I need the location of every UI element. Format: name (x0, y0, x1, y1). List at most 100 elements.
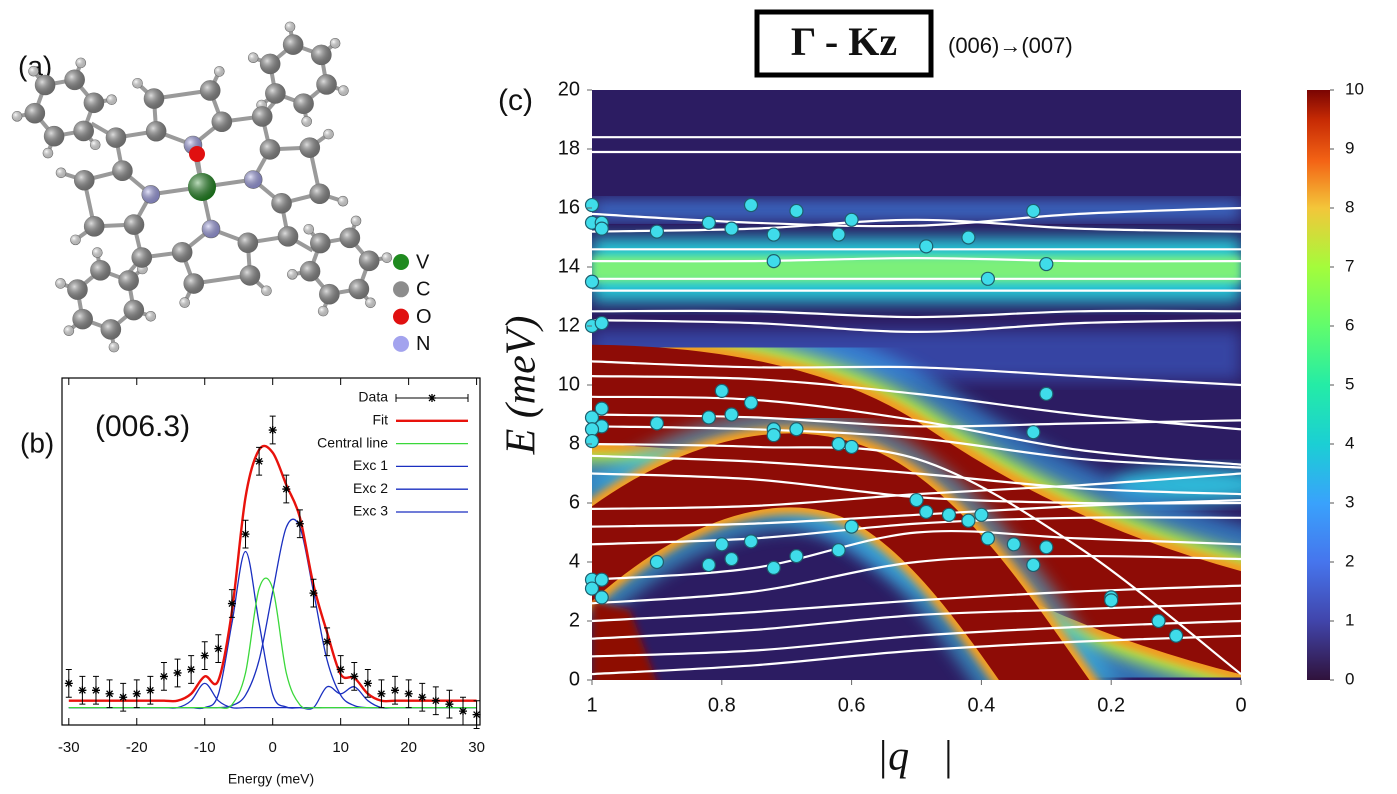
atom-shading (252, 106, 273, 127)
data-point (584, 433, 600, 449)
atom-shading (83, 92, 104, 113)
dispersion-line (592, 619, 1241, 658)
measured-points (584, 197, 1184, 643)
data-point (701, 410, 716, 425)
data-point (584, 274, 600, 289)
data-point (1006, 537, 1021, 552)
x-tick-label: 0.8 (708, 694, 736, 716)
atom-shading (105, 127, 126, 148)
atom-shading (311, 44, 332, 65)
chart-title: Γ - Kz (791, 19, 897, 64)
colorbar-tick-label: 6 (1345, 315, 1354, 334)
legend-label: C (416, 279, 430, 301)
atom-shading (244, 170, 263, 189)
data-point (268, 426, 277, 435)
atom-shading (339, 227, 360, 248)
atom-shading (303, 224, 314, 235)
data-point (241, 530, 250, 539)
data-point (584, 197, 600, 213)
colorbar-tick-label: 5 (1345, 374, 1354, 393)
atom-shading (309, 183, 330, 204)
dispersion-line (592, 218, 1241, 233)
atom-shading (310, 233, 331, 254)
atom-shading (278, 226, 299, 247)
data-point (119, 693, 128, 702)
colorbar-tick-label: 4 (1345, 433, 1354, 452)
data-point (64, 679, 73, 688)
atom-shading (28, 66, 39, 77)
atom-shading (188, 173, 216, 201)
data-point (980, 531, 995, 546)
data-point (1039, 386, 1054, 401)
y-tick-label: 20 (558, 78, 580, 100)
data-point (295, 519, 304, 528)
dispersion-line (592, 256, 1241, 263)
atom-shading (146, 121, 167, 142)
legend-swatch (393, 281, 409, 298)
colorbar-tick-label: 0 (1345, 669, 1354, 688)
legend-label: Exc 2 (353, 480, 388, 496)
data-point (766, 560, 781, 576)
dispersion-line (592, 395, 1241, 466)
data-point (743, 395, 759, 410)
data-point (584, 581, 600, 596)
atom-shading (237, 232, 258, 253)
legend-label: Exc 1 (353, 457, 388, 473)
atom-shading (259, 139, 280, 160)
atom-shading (44, 126, 65, 147)
atom-shading (300, 261, 321, 282)
x-axis-label: |q⃗| (877, 734, 954, 780)
data-point (961, 230, 976, 245)
atom-shading (90, 139, 101, 150)
atom-shading (211, 111, 232, 132)
dispersion-line (592, 602, 1241, 640)
atom-shading (55, 278, 66, 289)
data-point (282, 485, 291, 494)
dispersion-line (592, 529, 1241, 581)
atom-shading (73, 120, 94, 141)
atom-shading (67, 279, 88, 300)
data-point (159, 672, 168, 681)
y-tick-label: 2 (569, 609, 580, 631)
y-tick-label: 4 (569, 550, 580, 572)
atom-shading (112, 160, 133, 181)
data-point (146, 686, 155, 695)
dispersion-line (592, 360, 1241, 387)
panel-label: (c) (498, 84, 533, 117)
chart-subtitle: (006)→(007) (948, 33, 1073, 58)
colorbar-tick-label: 8 (1345, 197, 1354, 216)
data-point (766, 428, 781, 443)
data-point (766, 254, 781, 269)
data-point (714, 537, 729, 552)
data-point (743, 534, 759, 549)
data-point (714, 383, 729, 398)
atom-shading (248, 52, 259, 63)
x-tick-label: -10 (194, 739, 216, 756)
data-point (701, 557, 716, 573)
y-tick-label: 14 (558, 255, 580, 277)
data-point (445, 700, 454, 709)
dispersion-panel: (c) Γ - Kz (006)→(007) E (meV) |q⃗| (498, 9, 1364, 780)
atom-shading (287, 269, 298, 280)
x-tick-label: 30 (468, 739, 485, 756)
atom-shading (265, 83, 286, 104)
data-point (200, 651, 209, 660)
legend-label: Data (358, 389, 388, 405)
data-point (1026, 203, 1041, 219)
atom-shading (323, 129, 334, 140)
data-point (831, 436, 846, 452)
data-point (214, 644, 223, 653)
legend-label: Exc 3 (353, 503, 388, 519)
data-point (649, 224, 665, 239)
x-tick-label: 20 (400, 739, 417, 756)
y-tick-label: 6 (569, 491, 580, 513)
data-point (724, 221, 739, 236)
data-point (919, 504, 934, 519)
data-point (789, 203, 804, 219)
data-point (404, 689, 413, 698)
data-point (961, 513, 976, 528)
dispersion-line (592, 442, 1241, 675)
y-tick-label: 0 (569, 668, 580, 690)
y-tick-label: 8 (569, 432, 580, 454)
